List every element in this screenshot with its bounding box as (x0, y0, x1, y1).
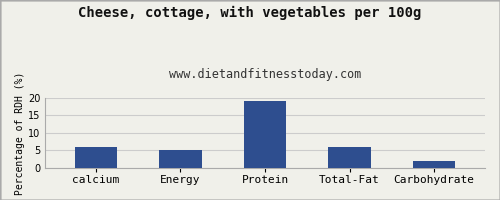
Bar (159, 150, 202, 168)
Bar (74, 147, 117, 168)
Y-axis label: Percentage of RDH (%): Percentage of RDH (%) (15, 71, 25, 195)
Bar (413, 161, 456, 168)
Title: www.dietandfitnesstoday.com: www.dietandfitnesstoday.com (169, 68, 361, 81)
Bar (244, 101, 286, 168)
Text: Cheese, cottage, with vegetables per 100g: Cheese, cottage, with vegetables per 100… (78, 6, 422, 20)
Bar (328, 147, 371, 168)
